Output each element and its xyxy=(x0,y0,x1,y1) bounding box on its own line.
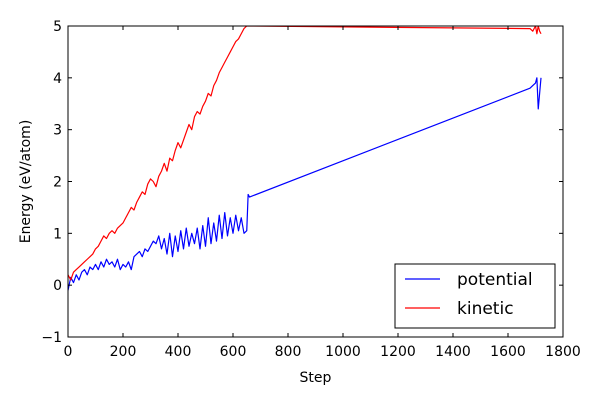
x-axis-label: Step xyxy=(300,370,332,386)
legend-label-kinetic: kinetic xyxy=(457,299,514,319)
x-tick-label: 1800 xyxy=(545,344,581,360)
y-tick-label: 2 xyxy=(53,175,62,191)
y-tick-label: 1 xyxy=(53,226,62,242)
x-tick-label: 400 xyxy=(165,344,192,360)
plot-frame xyxy=(67,25,564,338)
x-tick-label: 600 xyxy=(220,344,247,360)
y-tick-label: −1 xyxy=(41,330,62,346)
y-tick-label: 5 xyxy=(53,19,62,35)
series-line-kinetic xyxy=(68,26,542,281)
x-tick-label: 1400 xyxy=(435,344,471,360)
y-tick-label: 0 xyxy=(53,278,62,294)
tick-layer: 0 200 400 600 800 1000 1200 1400 1600 1800−101234… xyxy=(41,19,580,360)
x-tick-label: 200 xyxy=(110,344,137,360)
x-tick-label: 1000 xyxy=(325,344,361,360)
y-tick-label: 3 xyxy=(53,123,62,139)
series-line-potential xyxy=(68,77,542,291)
y-axis-label: Energy (eV/atom) xyxy=(18,120,34,244)
x-tick-label: 0 xyxy=(64,344,73,360)
legend-box xyxy=(394,263,556,329)
legend: potential kinetic xyxy=(394,263,556,329)
series-layer xyxy=(68,26,542,291)
x-tick-label: 800 xyxy=(275,344,302,360)
legend-label-potential: potential xyxy=(457,270,533,290)
x-tick-label: 1200 xyxy=(380,344,416,360)
y-tick-label: 4 xyxy=(53,71,62,87)
x-tick-label: 1600 xyxy=(490,344,526,360)
